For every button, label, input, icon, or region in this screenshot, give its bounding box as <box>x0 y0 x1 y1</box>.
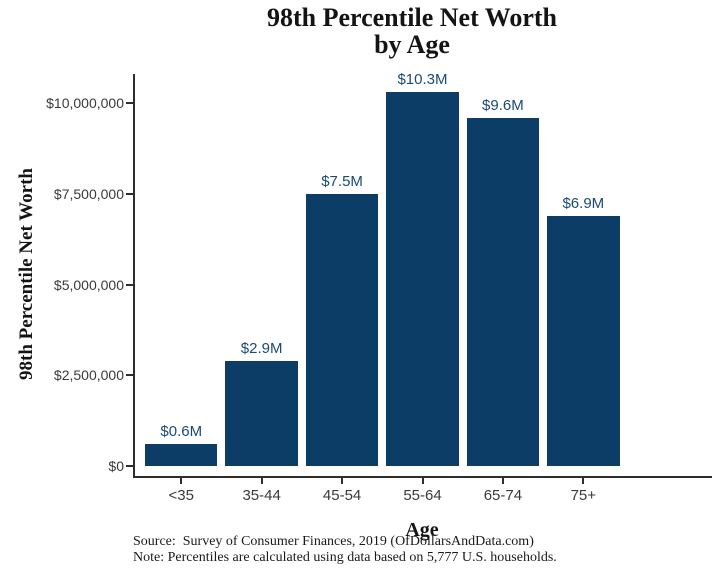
x-tick-label: 45-54 <box>322 487 362 504</box>
bar-35-44 <box>225 360 298 466</box>
y-tick-label: $10,000,000 <box>46 95 124 111</box>
y-tick-mark <box>126 465 133 467</box>
footer: Source: Survey of Consumer Finances, 201… <box>133 534 557 566</box>
bar-value-label: $10.3M <box>397 71 448 89</box>
plot-area <box>133 74 712 478</box>
bar-65-74 <box>466 117 540 466</box>
bar-value-label: $7.5M <box>321 172 363 190</box>
y-tick-mark <box>126 102 133 104</box>
x-tick-label: 75+ <box>570 487 597 504</box>
chart-title-line2: by Age <box>374 30 450 59</box>
x-axis-title: Age <box>405 519 439 541</box>
x-tick-mark <box>341 478 344 484</box>
bar-45-54 <box>305 193 379 466</box>
x-tick-label: 55-64 <box>403 487 442 504</box>
y-tick-label: $7,500,000 <box>53 185 124 202</box>
bar-75+ <box>547 215 620 466</box>
bar-55-64 <box>386 92 459 466</box>
x-tick-mark <box>501 478 504 484</box>
y-tick-mark <box>126 192 133 195</box>
bar-<35 <box>145 444 218 466</box>
x-tick-label: 35-44 <box>242 487 281 504</box>
x-tick-mark <box>180 478 183 484</box>
x-tick-mark <box>582 478 585 484</box>
y-tick-mark <box>126 374 133 377</box>
x-tick-label: 65-74 <box>483 487 523 504</box>
x-tick-mark <box>421 478 424 484</box>
x-tick-label: <35 <box>168 487 194 504</box>
x-tick-mark <box>260 478 263 484</box>
note-text: Note: Percentiles are calculated using d… <box>133 550 557 565</box>
y-tick-label: $5,000,000 <box>53 276 124 293</box>
bar-value-label: $6.9M <box>562 194 605 212</box>
bar-value-label: $0.6M <box>160 423 203 441</box>
y-tick-label: $2,500,000 <box>53 367 124 384</box>
bar-value-label: $9.6M <box>482 96 524 114</box>
y-tick-mark <box>126 283 133 286</box>
y-tick-label: $0 <box>108 458 124 474</box>
chart-title-line1: 98th Percentile Net Worth <box>266 3 558 32</box>
source-text: Source: Survey of Consumer Finances, 201… <box>133 534 534 549</box>
chart-title: 98th Percentile Net Worth by Age <box>267 4 557 58</box>
bar-value-label: $2.9M <box>240 339 283 357</box>
